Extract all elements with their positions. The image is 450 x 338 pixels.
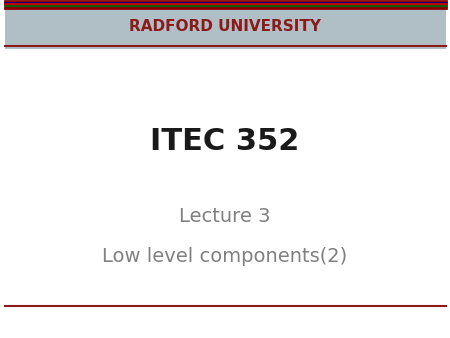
- Text: ITEC 352: ITEC 352: [150, 127, 300, 156]
- Text: Low level components(2): Low level components(2): [103, 247, 347, 266]
- Text: RADFORD UNIVERSITY: RADFORD UNIVERSITY: [129, 19, 321, 34]
- Text: Lecture 3: Lecture 3: [179, 207, 271, 226]
- FancyBboxPatch shape: [4, 3, 446, 49]
